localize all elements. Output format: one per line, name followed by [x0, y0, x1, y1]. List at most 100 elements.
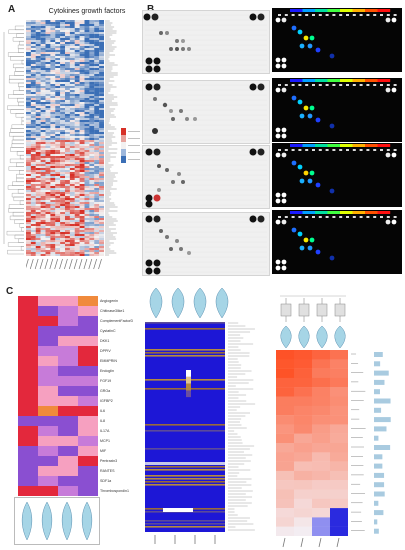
- heatmap-cell: [94, 172, 100, 175]
- heatmap-cell: [84, 114, 90, 117]
- heatmap-cell: [94, 62, 100, 65]
- heatmap-cell: [45, 104, 51, 107]
- heatmap-cell: [35, 74, 41, 77]
- blot-tick: [305, 84, 309, 86]
- heatmap-cell: [89, 34, 95, 37]
- heatmap-cell: [79, 82, 85, 85]
- heatmap-cell: [60, 218, 66, 221]
- heatmap-cell: [99, 206, 104, 209]
- blot-tick: [359, 216, 363, 218]
- heatmap-cell: [50, 72, 56, 75]
- heatmap-cell: [40, 110, 46, 113]
- heatmap-cell: [35, 150, 41, 153]
- box-body: [316, 303, 328, 317]
- heatmap-cell: [18, 456, 39, 467]
- blot-tick: [366, 84, 370, 86]
- heatmap-cell: [58, 336, 79, 347]
- heatmap-cell: [30, 76, 36, 79]
- heatmap-cell: [50, 168, 56, 171]
- blot-tick: [380, 149, 383, 151]
- heatmap-cell: [45, 86, 51, 89]
- colorbar-segment: [186, 370, 191, 377]
- heatmap-cell: [89, 254, 95, 256]
- heatmap-cell: [60, 160, 66, 163]
- heatmap-cell: [60, 228, 66, 231]
- heatmap-cell: [89, 246, 95, 249]
- heatmap-cell: [65, 184, 70, 187]
- heatmap-cell: [45, 168, 51, 171]
- heatmap-cell: [74, 140, 80, 143]
- heatmap-cell: [99, 140, 104, 143]
- blot-tick: [359, 149, 363, 151]
- side-bar: [374, 482, 385, 488]
- heatmap-cell: [58, 326, 79, 337]
- heatmap-cell: [18, 296, 39, 307]
- heatmap-cell: [89, 26, 95, 29]
- heatmap-cell: [40, 58, 46, 61]
- heatmap-cell: [94, 208, 100, 211]
- heatmap-cell: [40, 188, 46, 191]
- heatmap-cell: [74, 154, 80, 157]
- heatmap-cell: [84, 184, 90, 187]
- heatmap-cell: [50, 38, 56, 41]
- heatmap-cell: [89, 118, 95, 121]
- heatmap-cell: [45, 242, 51, 245]
- heatmap-cell: [40, 242, 46, 245]
- blot-tick: [339, 149, 343, 151]
- heatmap-cell: [84, 204, 90, 207]
- heatmap-cell: [74, 32, 80, 35]
- heatmap-cell: [40, 46, 46, 49]
- heatmap-cell: [276, 350, 295, 360]
- heatmap-cell: [45, 160, 51, 163]
- heatmap-cell: [60, 130, 66, 133]
- heatmap-cell: [79, 56, 85, 59]
- heatmap-cell: [45, 240, 51, 243]
- heatmap-cell: [60, 20, 66, 23]
- blot-spot: [153, 57, 161, 65]
- heatmap-cell: [312, 461, 331, 472]
- heatmap-cell: [94, 230, 100, 233]
- heatmap-cell: [40, 178, 46, 181]
- heatmap-cell: [79, 204, 85, 207]
- heatmap-cell: [74, 56, 80, 59]
- heatmap-cell: [26, 70, 31, 73]
- heatmap-cell: [74, 204, 80, 207]
- heatmap-cell: [58, 366, 79, 377]
- heatmap-cell: [74, 244, 80, 247]
- heatmap-cell: [99, 202, 104, 205]
- heatmap-cell: [30, 54, 36, 57]
- heatmap-cell: [55, 62, 61, 65]
- heatmap-cell: [99, 68, 104, 71]
- heatmap-cell: [30, 126, 36, 129]
- heatmap-cell: [35, 224, 41, 227]
- heatmap-cell: [55, 146, 61, 149]
- heatmap-cell: [69, 206, 75, 209]
- heatmap-cell: [84, 164, 90, 167]
- heatmap-cell: [65, 244, 70, 247]
- heatmap-cell: [89, 66, 95, 69]
- panel-c-heatmap-left: [18, 296, 98, 496]
- heatmap-cell: [330, 368, 348, 379]
- column-label-mark: [83, 258, 88, 270]
- heatmap-cell: [74, 166, 80, 169]
- heatmap-cell: [89, 208, 95, 211]
- heatmap-cell: [26, 90, 31, 93]
- heatmap-cell: [40, 162, 46, 165]
- heatmap-cell: [99, 80, 104, 83]
- blot-tick: [346, 84, 349, 86]
- heatmap-stripe: [145, 328, 225, 330]
- heatmap-cell: [50, 246, 56, 249]
- heatmap-cell: [99, 194, 104, 197]
- heatmap-cell: [69, 218, 75, 221]
- heatmap-cell: [74, 42, 80, 45]
- blot-tick: [318, 84, 322, 86]
- heatmap-cell: [65, 104, 70, 107]
- heatmap-cell: [30, 156, 36, 159]
- heatmap-cell: [30, 128, 36, 131]
- panel-c-violin-right: [280, 325, 346, 349]
- heatmap-stripe: [145, 322, 225, 324]
- heatmap-cell: [84, 68, 90, 71]
- heatmap-cell: [45, 214, 51, 217]
- heatmap-cell: [45, 24, 51, 27]
- heatmap-cell: [60, 196, 66, 199]
